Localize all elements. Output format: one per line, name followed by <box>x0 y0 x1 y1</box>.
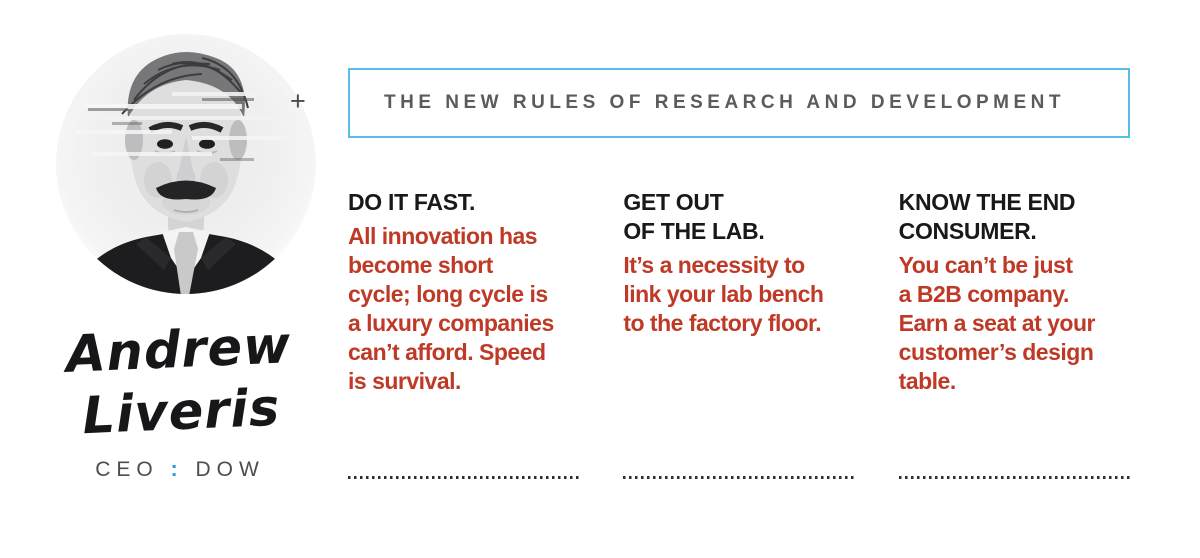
company-label: DOW <box>195 458 265 481</box>
rule-body: It’s a necessity to link your lab bench … <box>623 252 824 336</box>
role-label: CEO <box>95 458 159 481</box>
rules-columns: DO IT FAST. All innovation has become sh… <box>348 188 1130 479</box>
rule-body: All innovation has become short cycle; l… <box>348 223 554 394</box>
rule-column-know-the-end-consumer: KNOW THE END CONSUMER. You can’t be just… <box>898 188 1130 479</box>
signature-last-name: Liveris <box>81 378 282 447</box>
dotted-divider <box>623 476 855 479</box>
portrait-illustration <box>56 34 316 294</box>
portrait-glitch-streaks <box>76 92 292 161</box>
title-box: THE NEW RULES OF RESEARCH AND DEVELOPMEN… <box>348 68 1130 138</box>
rule-heading: KNOW THE END CONSUMER. <box>898 189 1076 244</box>
signature-first-name: Andrew <box>64 316 293 385</box>
dotted-divider <box>348 476 580 479</box>
rule-column-do-it-fast: DO IT FAST. All innovation has become sh… <box>348 188 580 479</box>
dotted-divider <box>898 476 1130 479</box>
portrait-eyes <box>148 122 224 155</box>
rule-heading: GET OUT OF THE LAB. <box>623 189 765 244</box>
signature: Andrew Liveris <box>55 315 304 450</box>
rule-heading: DO IT FAST. <box>348 189 476 215</box>
portrait-mustache <box>156 180 216 200</box>
rule-body: You can’t be just a B2B company. Earn a … <box>898 252 1096 394</box>
role-company-line: CEO : DOW <box>48 458 312 482</box>
portrait-tie <box>174 232 198 294</box>
portrait-nose <box>176 136 196 183</box>
page-title: THE NEW RULES OF RESEARCH AND DEVELOPMEN… <box>384 92 1065 113</box>
rule-column-get-out-of-the-lab: GET OUT OF THE LAB. It’s a necessity to … <box>623 188 855 479</box>
role-separator: : <box>170 458 184 481</box>
portrait-hair <box>121 51 249 119</box>
plus-icon: + <box>290 86 306 116</box>
